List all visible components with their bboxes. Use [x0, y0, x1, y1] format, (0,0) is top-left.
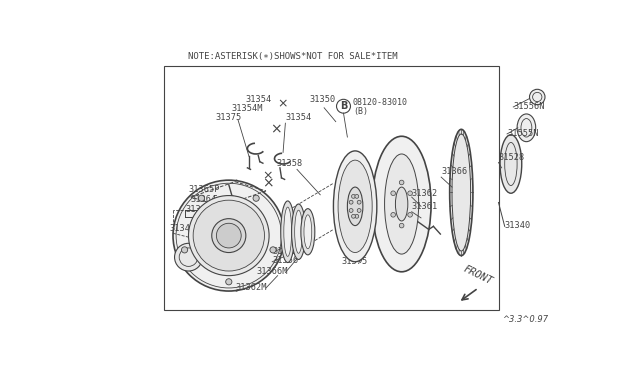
- Text: 31375: 31375: [342, 257, 368, 266]
- Text: 31354: 31354: [245, 94, 271, 104]
- Circle shape: [357, 209, 361, 212]
- Circle shape: [212, 219, 246, 253]
- Circle shape: [193, 200, 264, 271]
- Ellipse shape: [385, 154, 419, 254]
- Ellipse shape: [348, 187, 363, 225]
- Circle shape: [349, 200, 353, 204]
- Text: 31375: 31375: [216, 113, 242, 122]
- Circle shape: [399, 223, 404, 228]
- Text: 31354M: 31354M: [231, 104, 262, 113]
- Ellipse shape: [500, 135, 522, 193]
- Circle shape: [198, 195, 205, 201]
- Ellipse shape: [450, 129, 473, 256]
- Text: 31361: 31361: [412, 202, 438, 211]
- Text: ×: ×: [262, 176, 273, 190]
- Ellipse shape: [333, 151, 377, 262]
- Ellipse shape: [338, 160, 372, 253]
- Text: ^3.3^0.97: ^3.3^0.97: [502, 315, 548, 324]
- Text: ×: ×: [277, 98, 287, 111]
- Circle shape: [253, 195, 259, 201]
- Circle shape: [349, 209, 353, 212]
- Circle shape: [182, 247, 188, 253]
- Ellipse shape: [230, 180, 243, 291]
- Text: 31362M: 31362M: [235, 282, 266, 292]
- Ellipse shape: [517, 114, 536, 142]
- Bar: [164, 66, 499, 310]
- Text: 08120-83010: 08120-83010: [353, 98, 408, 107]
- Circle shape: [399, 180, 404, 185]
- Circle shape: [189, 196, 269, 276]
- Text: NOTE:ASTERISK(∗)SHOWS*NOT FOR SALE*ITEM: NOTE:ASTERISK(∗)SHOWS*NOT FOR SALE*ITEM: [189, 51, 398, 61]
- Ellipse shape: [292, 204, 305, 260]
- Text: 31556N: 31556N: [513, 102, 545, 110]
- Text: 31358: 31358: [277, 159, 303, 168]
- Text: 31366M: 31366M: [257, 267, 288, 276]
- Circle shape: [355, 195, 359, 198]
- Circle shape: [391, 212, 396, 217]
- Circle shape: [226, 279, 232, 285]
- Text: 31528: 31528: [499, 153, 525, 162]
- Text: 31344: 31344: [169, 224, 195, 233]
- Text: 31358: 31358: [272, 247, 298, 256]
- Text: 31366: 31366: [441, 167, 467, 176]
- Circle shape: [351, 195, 355, 198]
- Ellipse shape: [301, 209, 315, 255]
- Circle shape: [173, 180, 285, 291]
- Circle shape: [391, 191, 396, 196]
- Text: 31365P: 31365P: [189, 186, 220, 195]
- Circle shape: [216, 223, 241, 248]
- Circle shape: [357, 200, 361, 204]
- Circle shape: [408, 191, 412, 196]
- Circle shape: [355, 214, 359, 218]
- Ellipse shape: [294, 210, 303, 253]
- Ellipse shape: [372, 136, 431, 272]
- Ellipse shape: [284, 207, 292, 256]
- Circle shape: [529, 89, 545, 105]
- Ellipse shape: [396, 187, 408, 221]
- Text: 31356: 31356: [272, 256, 298, 265]
- Circle shape: [270, 247, 276, 253]
- Ellipse shape: [304, 215, 312, 249]
- Text: 31362: 31362: [412, 189, 438, 198]
- Text: B: B: [340, 101, 347, 111]
- Text: 31340: 31340: [505, 221, 531, 230]
- Text: FRONT: FRONT: [461, 264, 494, 287]
- Text: 31364: 31364: [191, 196, 217, 205]
- Text: ×: ×: [270, 122, 282, 137]
- Text: 31555N: 31555N: [507, 128, 538, 138]
- Circle shape: [175, 243, 202, 271]
- Circle shape: [351, 214, 355, 218]
- Text: 31350: 31350: [309, 94, 335, 104]
- Text: 31354: 31354: [285, 113, 312, 122]
- Circle shape: [408, 212, 412, 217]
- Ellipse shape: [281, 201, 294, 263]
- Text: ×: ×: [262, 169, 273, 182]
- Text: 31341: 31341: [186, 205, 212, 215]
- Text: (B): (B): [353, 107, 368, 116]
